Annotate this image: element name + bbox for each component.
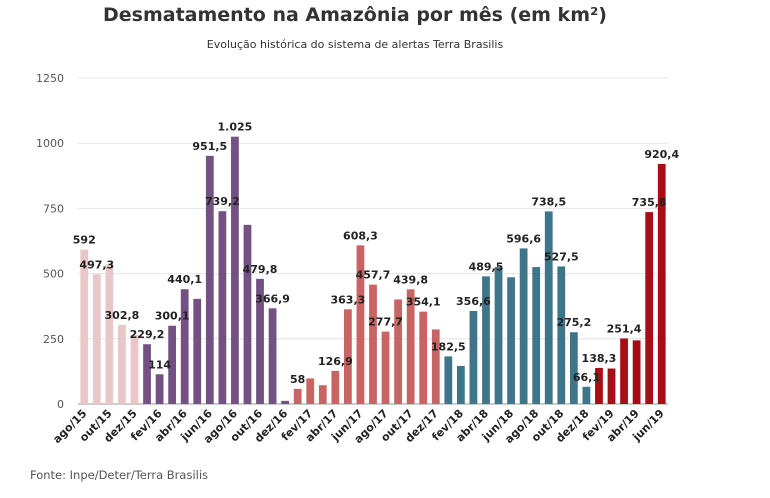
data-label: 126,9 — [318, 355, 353, 368]
data-label: 527,5 — [544, 250, 579, 263]
bar — [394, 299, 402, 404]
bar — [469, 310, 478, 404]
bar — [306, 378, 315, 404]
bar — [482, 276, 490, 404]
bars — [80, 136, 666, 404]
bar — [80, 249, 89, 404]
y-tick-label: 250 — [43, 333, 64, 346]
bar — [143, 344, 151, 404]
data-label: 735,8 — [632, 196, 667, 209]
y-tick-label: 1250 — [36, 72, 64, 85]
data-label: 275,2 — [556, 316, 591, 329]
chart-subtitle: Evolução histórica do sistema de alertas… — [206, 38, 504, 51]
bar — [293, 388, 302, 404]
y-tick-label: 0 — [57, 398, 64, 411]
bar — [595, 367, 603, 404]
bar — [218, 211, 227, 404]
data-label: 479,8 — [243, 263, 278, 276]
bar — [268, 308, 277, 404]
bar — [92, 274, 101, 404]
bar — [256, 278, 264, 404]
bar — [406, 289, 415, 404]
bar — [494, 267, 503, 404]
data-label: 596,6 — [506, 232, 541, 245]
bar — [645, 212, 654, 404]
data-label: 300,1 — [155, 310, 190, 323]
chart-title: Desmatamento na Amazônia por mês (em km²… — [103, 4, 607, 26]
bar — [657, 163, 666, 404]
bar — [118, 325, 126, 404]
data-label: 457,7 — [356, 269, 391, 282]
bar — [331, 370, 340, 404]
data-label: 354,1 — [406, 296, 441, 309]
data-label: 920,4 — [644, 148, 679, 161]
bar — [281, 400, 290, 404]
y-tick-label: 500 — [43, 268, 64, 281]
bar — [231, 136, 239, 404]
data-label: 951,5 — [192, 140, 227, 153]
data-label: 229,2 — [130, 328, 165, 341]
bar — [105, 264, 114, 404]
data-label: 251,4 — [607, 322, 642, 335]
data-label: 114 — [148, 358, 171, 371]
bar — [344, 309, 352, 404]
data-label: 138,3 — [582, 352, 617, 365]
bar — [557, 266, 566, 404]
bar — [544, 211, 553, 404]
bar — [507, 277, 515, 404]
bar — [180, 289, 189, 404]
data-label: 277,7 — [368, 316, 403, 329]
bar — [456, 365, 465, 404]
data-label: 302,8 — [105, 309, 140, 322]
bar — [620, 338, 628, 404]
y-tick-label: 1000 — [36, 137, 64, 150]
data-label: 738,5 — [531, 195, 566, 208]
bar — [318, 385, 327, 404]
bar — [356, 245, 365, 404]
bar — [419, 311, 428, 404]
bar — [607, 368, 616, 404]
source-note: Fonte: Inpe/Deter/Terra Brasilis — [30, 468, 209, 482]
data-label: 58 — [290, 373, 305, 386]
data-label: 356,6 — [456, 295, 491, 308]
data-label: 497,3 — [79, 258, 114, 271]
data-label: 66,1 — [573, 371, 600, 384]
y-tick-label: 750 — [43, 202, 64, 215]
data-label: 1.025 — [218, 121, 253, 134]
bar — [205, 155, 214, 404]
bar — [243, 224, 252, 404]
data-label: 739,2 — [205, 195, 240, 208]
bar — [155, 374, 164, 404]
bar — [381, 331, 390, 404]
bar — [431, 329, 440, 404]
data-label: 608,3 — [343, 229, 378, 242]
bar — [519, 248, 528, 404]
data-label: 182,5 — [431, 340, 466, 353]
bar — [632, 340, 641, 404]
data-label: 366,9 — [255, 292, 290, 305]
bar — [444, 356, 453, 404]
bar — [369, 284, 377, 404]
data-label: 440,1 — [167, 273, 202, 286]
bar — [193, 298, 202, 404]
data-label: 363,3 — [330, 293, 365, 306]
bar — [168, 325, 177, 404]
data-label: 592 — [73, 234, 96, 247]
bar — [532, 267, 541, 404]
bar — [582, 386, 591, 404]
bar — [569, 332, 578, 404]
data-label: 489,5 — [469, 260, 504, 273]
data-labels: 592 497,3 302,8 229,2 114 300,1 440,1 951,5 739,… — [73, 121, 680, 386]
data-label: 439,8 — [393, 273, 428, 286]
bar — [130, 334, 139, 404]
